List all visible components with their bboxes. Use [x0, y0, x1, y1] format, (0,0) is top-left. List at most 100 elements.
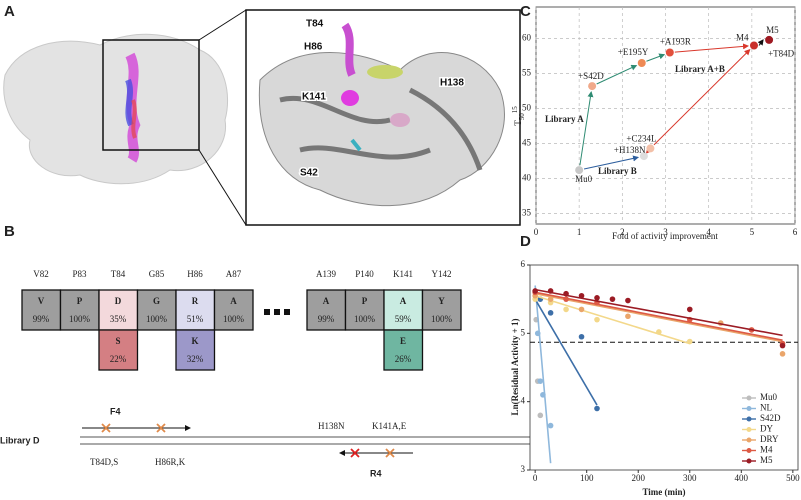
point-label: +S42D [578, 71, 604, 81]
point-label: +T84D [768, 49, 795, 59]
data-point [594, 316, 600, 323]
amino-acid: Y [438, 296, 445, 306]
data-point [537, 412, 544, 419]
percent: 100% [223, 314, 245, 324]
x-tick-label: 100 [580, 473, 594, 483]
amino-acid: A [323, 296, 330, 306]
variant-box [175, 329, 216, 371]
site-label: K141A,E [372, 421, 407, 431]
x-tick-label: 0 [533, 473, 538, 483]
x-tick-label: 400 [735, 473, 749, 483]
amino-acid: D [115, 296, 122, 306]
residue-box [21, 289, 62, 331]
path-arrow [583, 155, 640, 170]
data-point [594, 405, 600, 412]
data-point [665, 48, 674, 57]
x-axis-label: Fold of activity improvement [612, 231, 718, 241]
residue-box [421, 289, 462, 331]
amino-acid: A [230, 296, 237, 306]
x-tick-label: 2 [620, 227, 625, 237]
residue-label: S42 [300, 168, 318, 179]
x-tick-label: 300 [683, 473, 697, 483]
point-label: +H138N [614, 145, 646, 155]
data-point [578, 306, 585, 313]
fit-line [534, 298, 598, 406]
library-name: Library D [0, 435, 40, 445]
data-point [625, 297, 631, 304]
point-label: M5 [766, 25, 779, 35]
protein-cartoon [245, 9, 521, 226]
residue-header: G85 [149, 269, 165, 279]
residue-box [306, 289, 347, 331]
amino-acid: A [400, 296, 407, 306]
data-point [588, 82, 597, 91]
residue-header: T84 [111, 269, 126, 279]
x-tick-label: 4 [706, 227, 711, 237]
data-point [637, 59, 646, 67]
y-tick-label: 4 [521, 396, 526, 406]
y-axis-label: T5015 [511, 106, 526, 126]
path-arrow [596, 64, 638, 85]
residue-label: T84 [306, 19, 324, 30]
path-arrow [579, 91, 594, 166]
annotation: Library B [598, 166, 637, 176]
data-point [563, 290, 569, 297]
plot-frame [529, 264, 799, 471]
y-tick-label: 55 [522, 68, 532, 78]
legend-marker [746, 427, 752, 432]
data-point [765, 35, 774, 44]
path-arrow [653, 49, 751, 146]
panel-label: A [4, 3, 15, 20]
x-tick-label: 3 [663, 227, 668, 237]
data-point [532, 288, 538, 294]
data-point [547, 288, 554, 294]
amino-acid: E [400, 336, 406, 346]
data-point [749, 41, 758, 50]
percent: 32% [187, 354, 204, 364]
path-arrow [646, 53, 666, 62]
residue-box [213, 289, 254, 331]
data-point [779, 342, 786, 349]
amino-acid: R [192, 296, 199, 306]
percent: 51% [187, 314, 204, 324]
residue-box [383, 289, 424, 331]
y-axis-label: Ln(Residual Activity + 1) [510, 319, 520, 416]
panel-label: C [520, 3, 531, 20]
site-label: T84D,S [90, 457, 118, 467]
residue-label: H138 [440, 78, 464, 89]
amino-acid: P [77, 296, 83, 306]
point-label: +A193R [660, 37, 691, 47]
x-tick-label: 500 [786, 473, 800, 483]
variant-box [98, 329, 139, 371]
primer-label: R4 [370, 468, 382, 478]
percent: 26% [395, 354, 412, 364]
path-arrow [645, 147, 653, 154]
percent: 22% [110, 354, 127, 364]
y-tick-label: 5 [521, 327, 526, 337]
variant-box [383, 329, 424, 371]
amino-acid: S [115, 336, 120, 346]
data-point [534, 330, 541, 337]
amino-acid: P [362, 296, 368, 306]
data-point [563, 296, 569, 302]
path-arrow [757, 39, 764, 46]
data-point [646, 144, 655, 153]
data-point [686, 306, 693, 313]
data-point [563, 306, 569, 313]
y-tick-label: 60 [522, 33, 532, 43]
legend-marker [746, 448, 752, 453]
residue-label: H86 [304, 42, 323, 53]
residue-header: A139 [316, 269, 336, 279]
data-point [537, 378, 544, 384]
percent: 99% [33, 314, 50, 324]
fit-line [534, 294, 691, 345]
percent: 59% [395, 314, 412, 324]
legend-label: DRY [760, 434, 779, 444]
x-axis-label: Time (min) [642, 487, 685, 497]
fit-line [534, 285, 552, 464]
legend-label: M4 [760, 445, 773, 455]
data-point [639, 152, 648, 161]
y-axis-label-main: T [513, 120, 523, 126]
data-point [656, 329, 662, 335]
ellipsis [264, 309, 290, 315]
